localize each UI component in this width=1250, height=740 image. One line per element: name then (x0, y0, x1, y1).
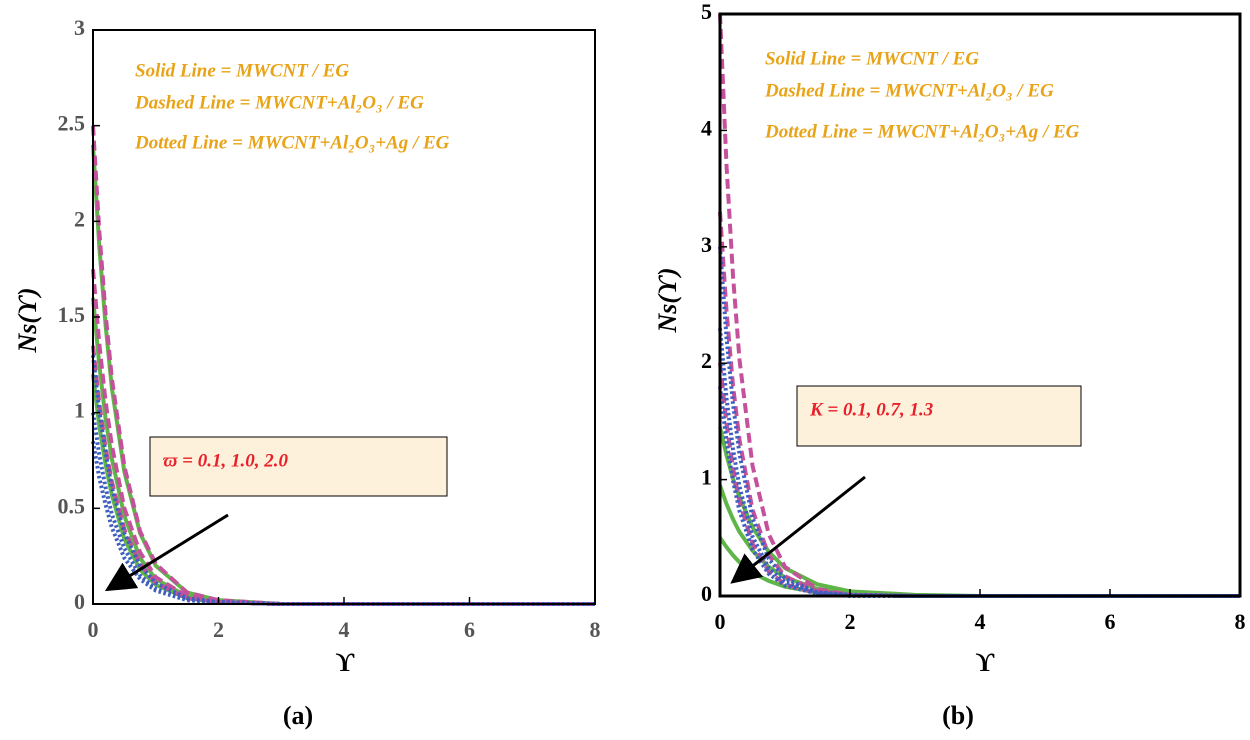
y-axis-label: Ns(ϒ) (13, 287, 42, 353)
x-tick-label: 6 (464, 617, 475, 642)
annotation-box (149, 436, 448, 497)
x-tick-label: 8 (1235, 609, 1246, 634)
x-tick-label: 0 (88, 617, 99, 642)
plot-frame (92, 29, 596, 605)
x-axis-label: ϒ (336, 648, 355, 677)
annotation: Dotted Line = MWCNT+Al₂O₃+Ag / EG (134, 132, 450, 153)
annotation: Dashed Line = MWCNT+Al₂O₃ / EG (134, 92, 424, 113)
curve (718, 484, 1240, 598)
curve (718, 426, 1240, 598)
curve (91, 144, 595, 606)
x-axis-label: ϒ (976, 648, 995, 677)
y-tick-label: 3 (74, 15, 85, 40)
y-tick-label: 5 (701, 0, 712, 24)
annotation: Solid Line = MWCNT / EG (765, 48, 979, 69)
curve (718, 362, 1240, 598)
y-tick-label: 0 (74, 589, 85, 614)
y-tick-label: 3 (701, 232, 712, 257)
y-tick-label: 2.5 (58, 111, 86, 136)
x-tick-label: 0 (715, 609, 726, 634)
box-label: ϖ = 0.1, 1.0, 2.0 (163, 450, 288, 471)
y-tick-label: 0.5 (58, 493, 86, 518)
annotation: Dashed Line = MWCNT+Al₂O₃ / EG (764, 80, 1054, 101)
arrow (730, 475, 866, 584)
panel-label: (a) (283, 701, 313, 730)
y-tick-label: 2 (74, 206, 85, 231)
curve (718, 328, 1240, 598)
y-tick-label: 1 (701, 465, 712, 490)
annotation: Dotted Line = MWCNT+Al₂O₃+Ag / EG (764, 121, 1080, 142)
curve (718, 13, 1240, 598)
y-tick-label: 4 (701, 115, 712, 140)
x-tick-label: 2 (213, 617, 224, 642)
annotation-box (796, 385, 1082, 447)
annotation: Solid Line = MWCNT / EG (135, 60, 349, 81)
y-tick-label: 1 (74, 398, 85, 423)
x-tick-label: 8 (590, 617, 601, 642)
x-tick-label: 4 (339, 617, 350, 642)
curve (91, 125, 595, 606)
x-tick-label: 2 (845, 609, 856, 634)
x-tick-label: 6 (1105, 609, 1116, 634)
arrow (104, 513, 229, 592)
y-tick-label: 0 (701, 581, 712, 606)
y-tick-label: 2 (701, 348, 712, 373)
y-axis-label: Ns(ϒ) (653, 267, 682, 333)
box-label: K = 0.1, 0.7, 1.3 (809, 399, 933, 420)
x-tick-label: 4 (975, 609, 986, 634)
y-tick-label: 1.5 (58, 302, 86, 327)
panel-label: (b) (942, 701, 974, 730)
